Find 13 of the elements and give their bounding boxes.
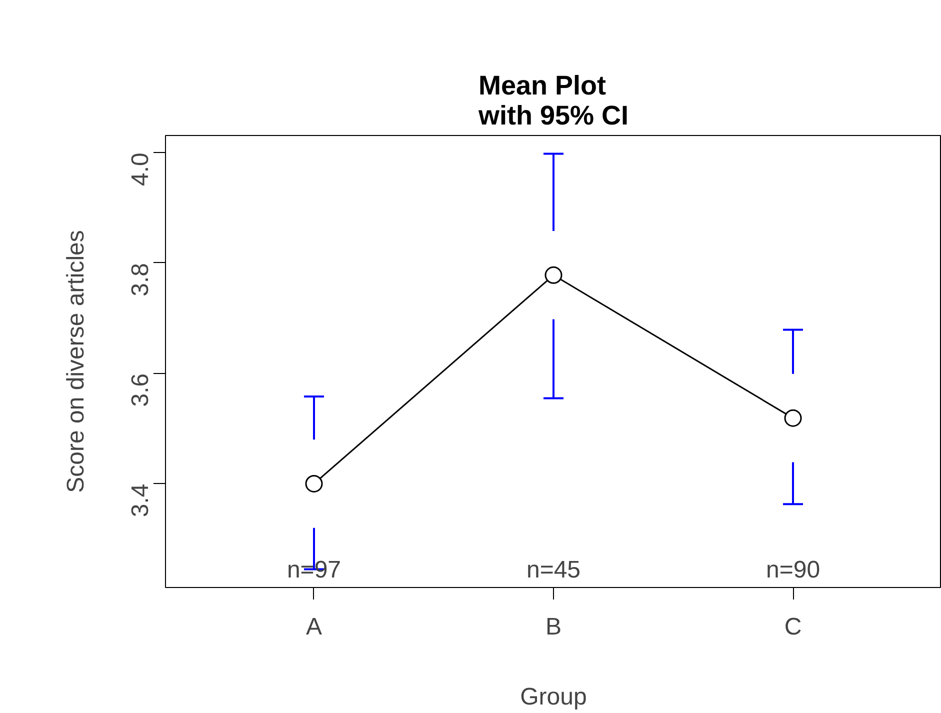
annotation: n=90 xyxy=(766,556,820,584)
y-tick-label: 4.0 xyxy=(127,152,154,186)
y-tick-label: 3.4 xyxy=(127,484,154,518)
annotation: n=45 xyxy=(526,556,581,584)
y-axis-title: Score on diverse articles xyxy=(62,230,90,493)
x-tick-label: B xyxy=(545,614,562,640)
x-tick-label: C xyxy=(784,614,802,640)
chart-title: Mean Plot with 95% CI xyxy=(477,70,629,130)
x-tick-label: A xyxy=(306,614,322,640)
y-tick-label: 3.6 xyxy=(127,373,154,407)
annotation: n=97 xyxy=(286,556,342,584)
y-tick-label: 3.8 xyxy=(127,262,154,296)
x-axis-title: Group xyxy=(520,684,587,710)
